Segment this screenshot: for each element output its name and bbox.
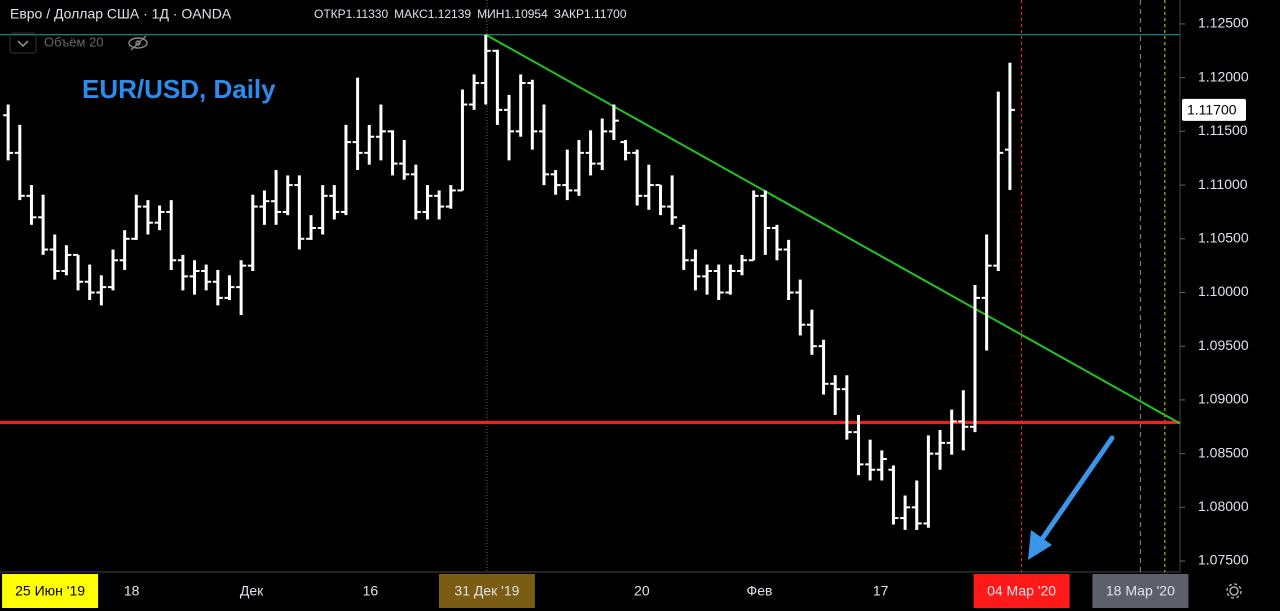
y-tick-label: 1.12000 — [1198, 68, 1249, 84]
x-tick-highlight — [1092, 574, 1189, 608]
x-tick-label: 18 Мар '20 — [1106, 583, 1175, 599]
y-tick-label: 1.09500 — [1198, 337, 1249, 353]
x-tick-label: 17 — [873, 583, 889, 599]
x-tick-label: 25 Июн '19 — [15, 583, 85, 599]
settings-icon[interactable] — [1226, 583, 1242, 599]
high-label: МАКС — [394, 7, 428, 21]
close-label: ЗАКР — [554, 7, 584, 21]
low-label: МИН — [477, 7, 504, 21]
indicator-label: Объём 20 — [44, 34, 104, 49]
symbol: Евро / Доллар США · 1Д · OANDA — [10, 6, 232, 22]
x-tick-label: 18 — [124, 583, 140, 599]
y-tick-label: 1.10500 — [1198, 229, 1249, 245]
x-tick-highlight — [973, 574, 1070, 608]
open: 1.11330 — [346, 7, 389, 21]
y-tick-label: 1.08000 — [1198, 498, 1249, 514]
x-tick-label: 20 — [634, 583, 650, 599]
hide-icon[interactable] — [128, 35, 148, 51]
y-tick-label: 1.07500 — [1198, 552, 1249, 568]
open-label: ОТКР — [314, 7, 346, 21]
x-tick-label: 04 Мар '20 — [987, 583, 1056, 599]
last-price-label: 1.11700 — [1187, 102, 1237, 118]
low: 1.10954 — [504, 7, 548, 21]
y-tick-label: 1.08500 — [1198, 444, 1249, 460]
y-tick-label: 1.12500 — [1198, 15, 1249, 31]
x-tick-label: Фев — [747, 583, 773, 599]
x-tick-highlight — [2, 574, 99, 608]
x-tick-highlight — [438, 574, 535, 608]
y-tick-label: 1.11500 — [1198, 122, 1248, 138]
x-tick-label: Дек — [240, 583, 264, 599]
x-tick-label: 16 — [363, 583, 379, 599]
trendline — [485, 33, 1181, 425]
annotation: EUR/USD, Daily — [82, 74, 276, 104]
high: 1.12139 — [428, 7, 472, 21]
close: 1.11700 — [584, 7, 627, 21]
y-tick-label: 1.10000 — [1198, 283, 1249, 299]
last-price-box — [1182, 98, 1246, 121]
x-tick-label: 31 Дек '19 — [454, 583, 519, 599]
y-tick-label: 1.11000 — [1198, 176, 1248, 192]
plot — [0, 0, 1181, 572]
arrow — [1028, 435, 1115, 560]
y-tick-label: 1.09000 — [1198, 391, 1249, 407]
collapse-button[interactable] — [9, 32, 37, 54]
chevron-icon — [17, 40, 29, 48]
ohlc-readout: ОТКР1.11330 МАКС1.12139 МИН1.10954 ЗАКР1.11… — [314, 7, 627, 21]
